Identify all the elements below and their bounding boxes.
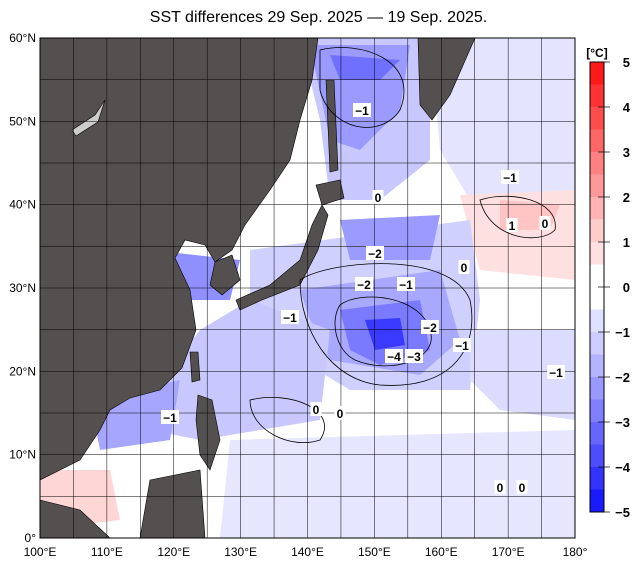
colorbar-swatch bbox=[590, 309, 604, 333]
colorbar-tick-label: 5 bbox=[623, 55, 630, 70]
contour-label: −2 bbox=[423, 321, 437, 335]
colorbar: [°C] 5 4 3 2 1 0 −1 −2 −3 −4 −5 bbox=[586, 46, 631, 520]
colorbar-swatch bbox=[590, 467, 604, 490]
land bbox=[40, 38, 476, 538]
contour-label-bg bbox=[372, 190, 384, 204]
colorbar-tick-label: 1 bbox=[623, 235, 630, 250]
colorbar-swatch bbox=[590, 62, 604, 85]
contour-label-bg bbox=[539, 216, 551, 230]
lon-tick-label: 170°E bbox=[492, 545, 525, 559]
colorbar-tick-label: −5 bbox=[615, 505, 630, 520]
contour-label: −1 bbox=[503, 171, 517, 185]
lat-tick-label: 50°N bbox=[9, 114, 36, 128]
contour-label: −2 bbox=[368, 247, 382, 261]
grid-lines bbox=[40, 38, 575, 538]
contour-label: −1 bbox=[549, 366, 563, 380]
contour-label-bg bbox=[453, 338, 471, 352]
contour-label: 0 bbox=[542, 217, 549, 231]
contour-label: 1 bbox=[509, 219, 516, 233]
colorbar-swatch bbox=[590, 152, 604, 175]
colorbar-swatch bbox=[590, 332, 604, 355]
lon-tick-label: 110°E bbox=[91, 545, 123, 559]
contour-label: 0 bbox=[461, 261, 468, 275]
contour-label: 0 bbox=[519, 481, 526, 495]
colorbar-swatch bbox=[590, 287, 604, 310]
contour-label: −1 bbox=[283, 311, 297, 325]
colorbar-tick-label: 3 bbox=[623, 145, 630, 160]
colorbar-swatch bbox=[590, 107, 604, 130]
colorbar-tick-label: −4 bbox=[615, 460, 631, 475]
colorbar-swatch bbox=[590, 174, 604, 198]
lat-tick-label: 40°N bbox=[9, 198, 36, 212]
lon-tick-label: 180° bbox=[563, 545, 588, 559]
contour-label-bg bbox=[385, 349, 403, 363]
colorbar-tick-label: −2 bbox=[615, 370, 630, 385]
contour-label: −1 bbox=[399, 278, 413, 292]
contour-label: 0 bbox=[337, 407, 344, 421]
colorbar-tick-label: 0 bbox=[623, 280, 630, 295]
contour-labels: −1 0 −2 −2 −1 0 1 0 −1 −2 −1 −4 −3 −1 −1 0 0 0 0 −1 bbox=[161, 103, 565, 495]
lat-tick-label: 20°N bbox=[9, 364, 36, 378]
contour-label-bg bbox=[516, 480, 528, 494]
map-title: SST differences 29 Sep. 2025 — 19 Sep. 2… bbox=[149, 9, 488, 26]
colorbar-unit: [°C] bbox=[586, 46, 607, 60]
contour-label: 0 bbox=[313, 403, 320, 417]
contour-label-bg bbox=[355, 277, 373, 291]
colorbar-swatch bbox=[590, 219, 604, 243]
colorbar-swatch bbox=[590, 377, 604, 400]
contour-label: −1 bbox=[163, 411, 177, 425]
axis-ticks: 100°E 110°E 120°E 130°E 140°E 150°E 160°E 170°E… bbox=[9, 31, 587, 559]
lat-tick-label: 0° bbox=[25, 531, 37, 545]
colorbar-tick-label: 4 bbox=[623, 100, 631, 115]
lon-tick-label: 140°E bbox=[291, 545, 324, 559]
lon-tick-label: 120°E bbox=[157, 545, 190, 559]
contour-label: 0 bbox=[375, 191, 382, 205]
contour-label-bg bbox=[458, 260, 470, 274]
contour-label-bg bbox=[397, 277, 415, 291]
colorbar-swatch bbox=[590, 489, 604, 513]
lon-tick-label: 150°E bbox=[358, 545, 391, 559]
contour-label: −3 bbox=[407, 350, 421, 364]
lon-tick-label: 100°E bbox=[24, 545, 57, 559]
colorbar-tick-label: −3 bbox=[615, 415, 630, 430]
lat-tick-label: 30°N bbox=[9, 281, 36, 295]
contour-label-bg bbox=[405, 349, 423, 363]
contour-label-bg bbox=[421, 320, 439, 334]
contour-label-bg bbox=[506, 218, 518, 232]
colorbar-swatch bbox=[590, 399, 604, 423]
colorbar-swatch bbox=[590, 422, 604, 445]
map-frame bbox=[39, 37, 576, 539]
contour-label: −4 bbox=[387, 350, 401, 364]
contour-label: 0 bbox=[497, 481, 504, 495]
contour-label-bg bbox=[353, 103, 371, 117]
contour-label-bg bbox=[501, 170, 519, 184]
contour-label-bg bbox=[161, 410, 179, 424]
lat-tick-label: 60°N bbox=[9, 31, 36, 45]
contour-label-bg bbox=[281, 310, 299, 324]
contour-label-bg bbox=[547, 365, 565, 379]
contour-label-bg bbox=[366, 246, 384, 260]
colorbar-swatch bbox=[590, 129, 604, 153]
contour-label: −1 bbox=[355, 104, 369, 118]
contour-label-bg bbox=[334, 406, 346, 420]
colorbar-swatch bbox=[590, 197, 604, 220]
colorbar-swatch bbox=[590, 354, 604, 378]
colorbar-swatch bbox=[590, 264, 604, 288]
contour-label: −1 bbox=[455, 339, 469, 353]
colorbar-swatch bbox=[590, 242, 604, 265]
colorbar-tick-label: 2 bbox=[623, 190, 630, 205]
lat-tick-label: 10°N bbox=[9, 448, 36, 462]
colorbar-swatch bbox=[590, 84, 604, 108]
colorbar-swatch bbox=[590, 444, 604, 468]
colorbar-tick-label: −1 bbox=[615, 325, 630, 340]
lon-tick-label: 160°E bbox=[425, 545, 458, 559]
contour-label: −2 bbox=[357, 278, 371, 292]
contour-label-bg bbox=[310, 402, 322, 416]
map-area bbox=[40, 38, 575, 538]
lon-tick-label: 130°E bbox=[224, 545, 257, 559]
contour-label-bg bbox=[494, 480, 506, 494]
